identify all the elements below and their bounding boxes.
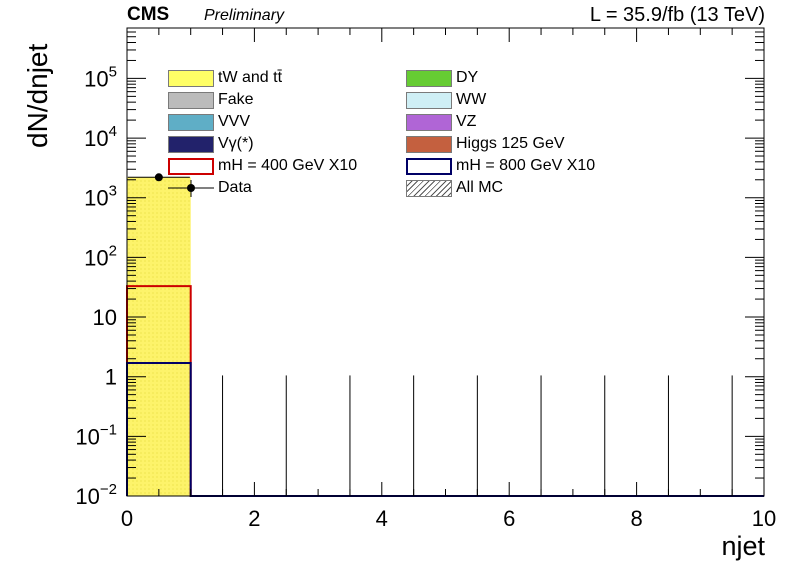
- y-tick-label: 1: [105, 365, 117, 390]
- legend-swatch: [168, 114, 214, 131]
- legend-label: tW and tt̄: [218, 69, 283, 86]
- y-tick-label: 102: [84, 242, 117, 270]
- legend-label: Higgs 125 GeV: [456, 135, 565, 152]
- background-stack: [127, 177, 191, 497]
- x-axis-title: njet: [721, 531, 765, 561]
- legend-swatch: [406, 114, 452, 131]
- legend-swatch: [168, 158, 214, 175]
- status-label: Preliminary: [204, 7, 285, 24]
- y-tick-label: 10−1: [75, 421, 117, 449]
- legend-swatch: [406, 136, 452, 153]
- experiment-label: CMS: [127, 4, 170, 25]
- legend-swatch: [406, 158, 452, 175]
- legend-swatch: [168, 92, 214, 109]
- luminosity-label: L = 35.9/fb (13 TeV): [589, 4, 765, 26]
- legend-swatch: [168, 70, 214, 87]
- legend-swatch: [168, 180, 214, 197]
- legend-label: WW: [456, 91, 487, 108]
- y-tick-label: 105: [84, 63, 117, 91]
- y-tick-label: 10: [93, 305, 117, 330]
- legend-label: mH = 800 GeV X10: [456, 157, 596, 174]
- legend-label: mH = 400 GeV X10: [218, 157, 358, 174]
- legend-swatch: [406, 92, 452, 109]
- x-tick-label: 4: [376, 506, 388, 531]
- x-tick-label: 8: [630, 506, 642, 531]
- x-tick-label: 0: [121, 506, 133, 531]
- legend-label: Data: [218, 179, 252, 196]
- data-point: [154, 173, 163, 182]
- y-tick-label: 104: [84, 123, 117, 151]
- x-tick-label: 6: [503, 506, 515, 531]
- legend-swatch: [406, 180, 452, 197]
- legend-swatch: [168, 136, 214, 153]
- legend-label: All MC: [456, 179, 504, 196]
- y-axis: 10−2 10−1 1 10 102 103 104 105: [75, 27, 764, 509]
- y-axis-title: dN/dnjet: [22, 43, 53, 148]
- legend-label: Vγ(*): [218, 135, 254, 152]
- background-bar: [127, 177, 191, 497]
- legend-swatch: [406, 70, 452, 87]
- y-tick-label: 103: [84, 183, 117, 211]
- legend-label: VZ: [456, 113, 477, 130]
- x-tick-label: 2: [248, 506, 260, 531]
- x-axis: 0 2 4 6 8 10: [121, 28, 776, 531]
- x-tick-label: 10: [752, 506, 776, 531]
- y-tick-label: 10−2: [75, 481, 117, 509]
- legend-label: VVV: [218, 113, 251, 130]
- data-points: [127, 173, 733, 496]
- legend-label: Fake: [218, 91, 254, 108]
- legend-label: DY: [456, 69, 479, 86]
